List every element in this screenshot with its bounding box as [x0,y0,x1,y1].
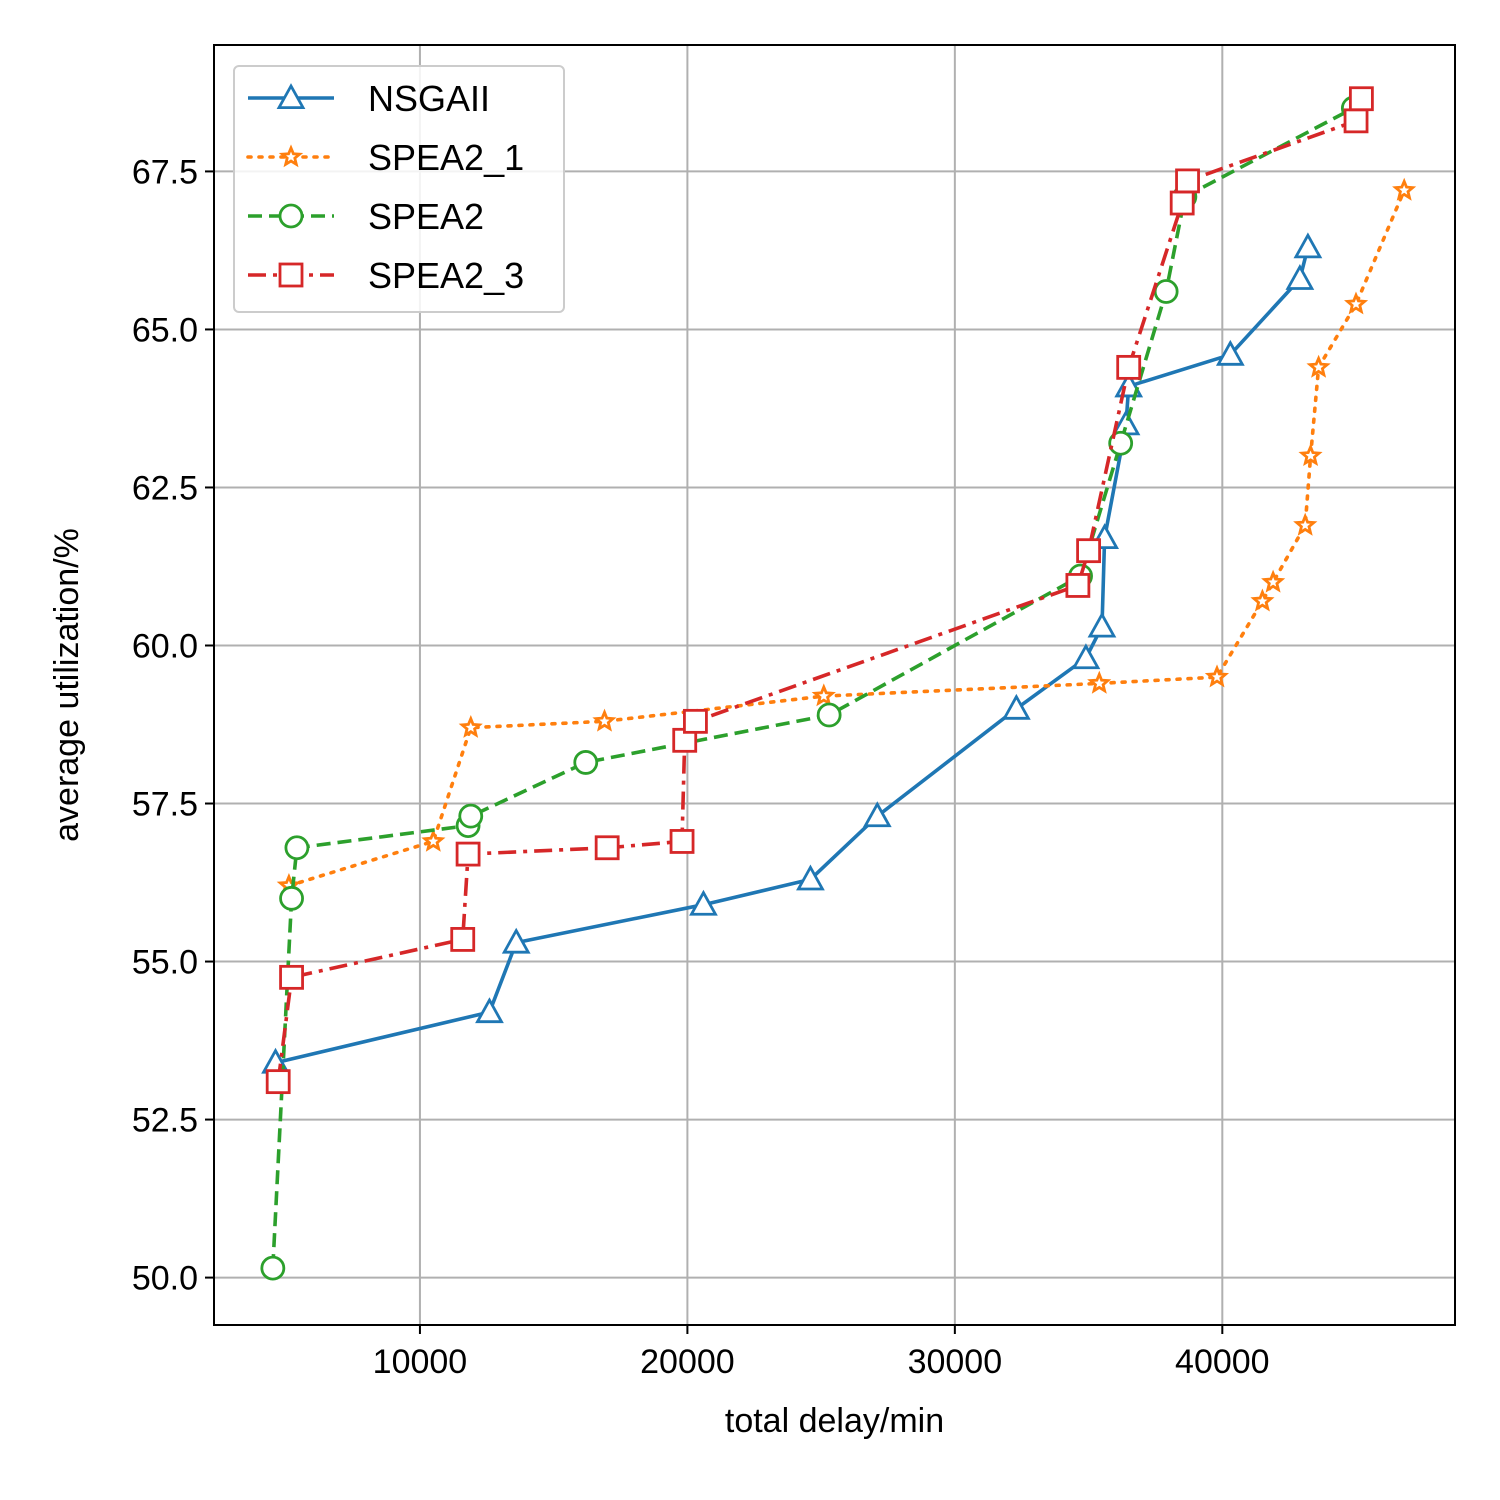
y-tick-label: 62.5 [132,469,198,507]
data-point-spea2-3 [1343,108,1369,134]
x-tick-label: 20000 [640,1343,735,1381]
data-point-spea2-1 [458,715,483,738]
legend-item-spea2-1: SPEA2_1 [246,137,524,178]
legend-swatch-marker [278,203,304,229]
data-point-spea2-3 [450,927,476,952]
y-tick-label: 67.5 [132,153,198,191]
data-point-spea2-1 [421,828,446,852]
legend-box [233,65,565,313]
data-point-spea2-3 [683,708,708,734]
data-point-spea2-1 [811,683,836,707]
data-point-nsgaii [1215,339,1245,366]
data-point-spea2-1 [1204,664,1230,688]
data-point-spea2-3 [265,1069,291,1095]
data-point-spea2-1 [1293,512,1318,536]
y-axis-label: average utilization/% [48,528,86,842]
y-tick-label: 50.0 [132,1260,198,1298]
x-tick-label: 30000 [908,1343,1003,1381]
series-spea2-1 [276,177,1417,897]
x-tick-label: 40000 [1175,1343,1270,1381]
data-point-spea2-3 [669,829,695,854]
legend-label: NSGAII [368,78,490,119]
y-tick-label: 52.5 [132,1102,198,1140]
data-point-nsgaii [475,997,504,1024]
y-tick-label: 65.0 [132,311,198,349]
data-point-spea2-1 [592,708,617,732]
data-point-spea2-3 [594,835,620,861]
data-point-spea2-3 [455,841,481,867]
data-point-spea2-1 [1087,670,1112,694]
data-point-nsgaii [796,864,825,891]
data-point-nsgaii [1071,643,1101,670]
series-layer [260,86,1417,1281]
data-point-spea2-3 [1065,573,1091,598]
data-point-spea2 [284,835,310,861]
data-point-spea2 [1108,430,1134,456]
y-tick-label: 57.5 [132,786,198,824]
data-point-spea2-3 [279,964,304,990]
legend-label: SPEA2_3 [368,255,524,296]
data-point-spea2 [279,885,304,911]
data-point-spea2 [816,702,842,728]
data-point-spea2 [1153,279,1179,304]
data-point-nsgaii [862,801,892,828]
data-point-nsgaii [501,927,531,954]
data-point-spea2-1 [1344,291,1369,315]
x-tick-label: 10000 [373,1343,468,1381]
data-point-nsgaii [1087,611,1117,638]
legend-item-spea2-3: SPEA2_3 [248,255,524,296]
legend-swatch-marker [276,83,306,109]
legend-swatch-marker [278,262,304,288]
data-point-spea2 [458,803,484,829]
data-point-spea2-1 [1298,443,1323,467]
ticks: 10000 20000 30000 40000 50.0 52.5 55.0 57.5 60.0… [132,153,1270,1381]
data-point-spea2 [573,750,599,775]
legend-item-spea2: SPEA2 [248,196,484,237]
data-point-nsgaii [689,889,718,916]
legend-label: SPEA2_1 [368,137,524,178]
y-tick-label: 60.0 [132,627,198,665]
legend: NSGAII SPEA2_1 SPEA2 SPEA2_3 [233,65,565,313]
legend-item-nsgaii: NSGAII [248,78,490,119]
data-point-nsgaii [1285,263,1315,290]
data-point-spea2-3 [1116,354,1142,380]
data-point-spea2-1 [1392,177,1417,201]
series-spea2-3 [265,86,1374,1095]
plot-frame [213,44,1456,1326]
data-point-spea2-3 [1169,190,1195,216]
x-axis-label: total delay/min [725,1402,944,1440]
data-point-spea2-3 [1076,538,1101,564]
legend-label: SPEA2 [368,196,484,237]
data-point-spea2-1 [1306,354,1331,378]
data-point-spea2-1 [1250,588,1275,612]
data-point-spea2 [260,1255,286,1281]
data-point-spea2-1 [1261,569,1286,593]
data-point-nsgaii [1293,232,1323,259]
data-point-spea2-3 [1348,86,1374,112]
data-point-spea2-3 [1175,168,1200,194]
y-tick-label: 55.0 [132,944,198,982]
data-point-nsgaii [1001,693,1031,720]
legend-swatch-marker [278,144,304,168]
